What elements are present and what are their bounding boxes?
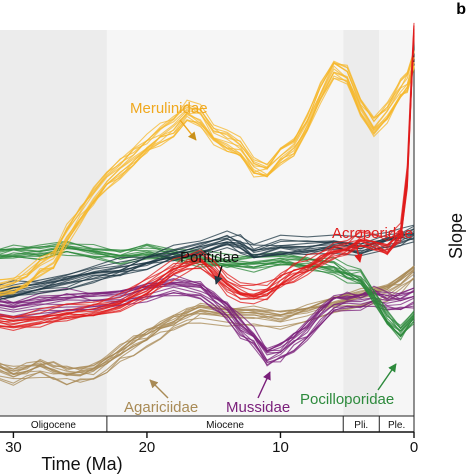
epoch-background-bands: Oligocene Miocene Pli. Ple. — [0, 30, 415, 432]
series-label-pocilloporidae: Pocilloporidae — [300, 391, 394, 408]
series-line — [0, 277, 415, 386]
epoch-label: Ple. — [388, 420, 405, 431]
series-agariciidae — [0, 265, 415, 386]
x-axis-title: Time (Ma) — [41, 454, 122, 474]
epoch-label: Miocene — [206, 420, 244, 431]
series-line — [0, 244, 415, 332]
series-line — [0, 286, 415, 361]
x-axis: 30 20 10 0 — [0, 431, 418, 456]
panel-letter: b — [456, 1, 466, 18]
epoch-label: Pli. — [354, 420, 368, 431]
annotation-arrow — [257, 371, 271, 399]
annotation-arrow — [149, 379, 169, 399]
x-tick-label: 0 — [410, 439, 418, 456]
x-tick-label: 10 — [272, 439, 289, 456]
series-line — [0, 289, 415, 366]
series-line — [0, 57, 415, 288]
series-line — [0, 28, 415, 326]
series-label-acroporidae: Acroporidae — [332, 225, 413, 242]
series-line — [0, 246, 415, 332]
annotation-arrow — [354, 243, 363, 263]
epoch-band-1 — [0, 30, 107, 416]
epoch-band-2 — [106, 30, 344, 416]
annotation-arrow — [179, 119, 197, 141]
series-line — [0, 274, 415, 352]
series-line — [0, 31, 415, 322]
epoch-band-3 — [343, 30, 380, 416]
series-label-agariciidae: Agariciidae — [124, 399, 198, 416]
epoch-label: Oligocene — [31, 420, 76, 431]
series-line — [0, 22, 415, 318]
series-line — [0, 292, 415, 367]
series-acroporidae — [0, 22, 415, 331]
x-tick-label: 20 — [139, 439, 156, 456]
series-line — [0, 245, 415, 330]
side-axis-title: Slope — [446, 213, 466, 259]
series-line — [0, 233, 415, 297]
x-tick-label: 30 — [5, 439, 22, 456]
series-label-poritidae: Poritidae — [180, 249, 239, 266]
annotation-layer: Merulinidae Poritidae Acroporidae Agariciid… — [124, 100, 413, 416]
series-label-merulinidae: Merulinidae — [130, 100, 208, 117]
series-line — [0, 224, 415, 286]
series-line — [0, 244, 415, 330]
annotation-arrow — [377, 363, 397, 391]
series-line — [0, 282, 415, 353]
series-line — [0, 33, 415, 325]
annotation-arrow — [214, 265, 223, 285]
series-merulinidae — [0, 50, 415, 297]
series-line — [0, 65, 415, 289]
series-line — [0, 269, 415, 376]
series-line — [0, 66, 415, 294]
series-line — [0, 265, 415, 371]
series-label-mussidae: Mussidae — [226, 399, 290, 416]
series-line — [0, 282, 415, 356]
series-layer — [0, 22, 415, 386]
